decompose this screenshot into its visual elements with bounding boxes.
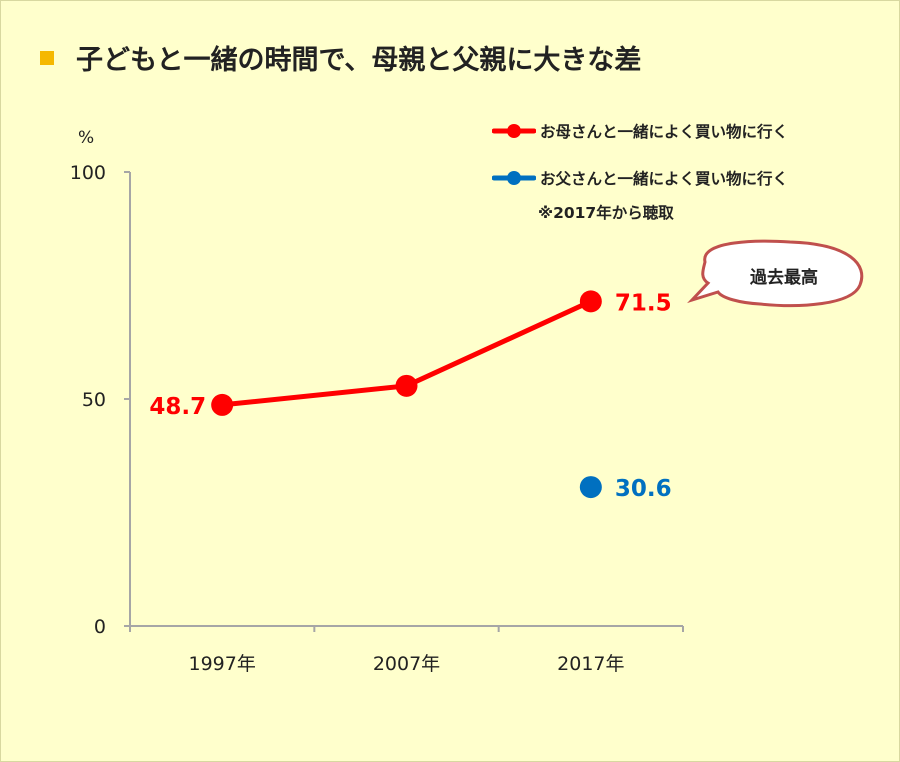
legend-label-father: お父さんと一緒によく買い物に行く xyxy=(540,170,789,188)
x-tick-label: 2017年 xyxy=(557,653,624,675)
bullet-square-icon xyxy=(40,50,54,65)
y-tick-label: 100 xyxy=(70,162,106,184)
x-tick-label: 2007年 xyxy=(373,653,440,675)
y-tick-label: 50 xyxy=(82,389,106,411)
data-point xyxy=(395,374,418,397)
callout-bubble xyxy=(687,239,864,308)
x-tick-label: 1997年 xyxy=(188,653,255,675)
callout-text: 過去最高 xyxy=(750,267,818,288)
legend-label-mother: お母さんと一緒によく買い物に行く xyxy=(540,123,789,141)
legend-marker-mother-icon xyxy=(492,124,536,138)
data-label: 30.6 xyxy=(615,476,672,502)
data-label: 48.7 xyxy=(149,394,206,420)
data-point xyxy=(579,290,602,313)
legend-item-mother: お母さんと一緒によく買い物に行く xyxy=(492,120,788,142)
title-text: 子どもと一緒の時間で、母親と父親に大きな差 xyxy=(76,45,642,76)
y-tick-label: 0 xyxy=(94,616,106,638)
legend-note: ※2017年から聴取 xyxy=(538,204,674,222)
legend-item-father: お父さんと一緒によく買い物に行く xyxy=(492,167,788,189)
data-point xyxy=(211,393,234,416)
chart-title: 子どもと一緒の時間で、母親と父親に大きな差 xyxy=(40,38,641,77)
y-axis-unit: % xyxy=(78,128,94,148)
data-label: 71.5 xyxy=(615,290,672,316)
legend-marker-father-icon xyxy=(492,171,536,185)
data-point xyxy=(579,476,602,499)
